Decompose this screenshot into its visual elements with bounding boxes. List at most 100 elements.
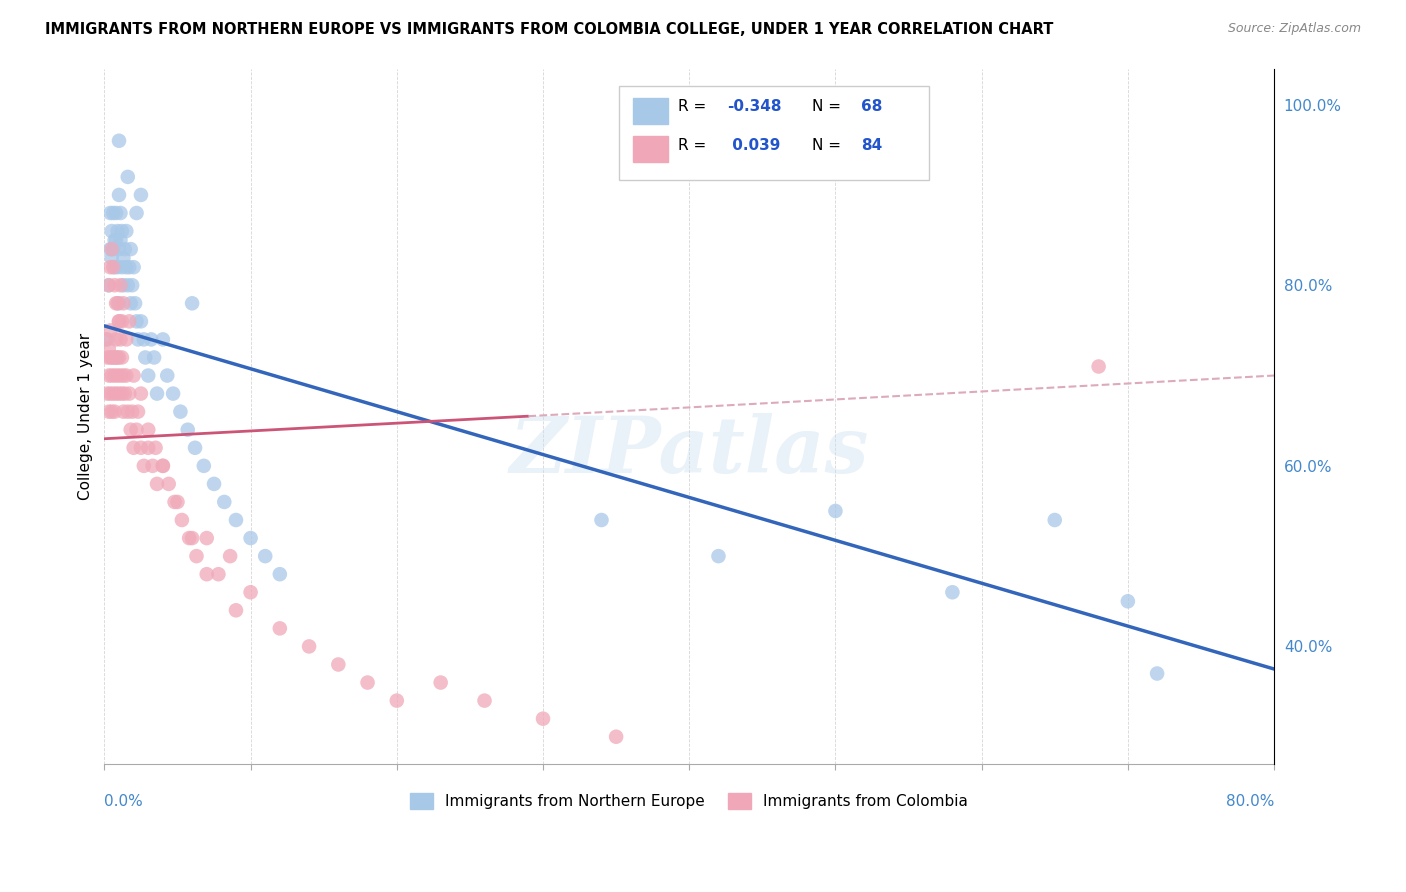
Point bbox=[152, 333, 174, 347]
Point bbox=[136, 423, 159, 437]
Point bbox=[112, 404, 135, 418]
Point bbox=[145, 441, 167, 455]
Point bbox=[104, 260, 127, 275]
Legend: Immigrants from Northern Europe, Immigrants from Colombia: Immigrants from Northern Europe, Immigra… bbox=[404, 787, 974, 815]
Point bbox=[110, 278, 132, 293]
Point bbox=[356, 675, 378, 690]
Text: N =: N = bbox=[813, 99, 846, 114]
Text: 80.0%: 80.0% bbox=[1226, 795, 1274, 809]
Point bbox=[98, 351, 121, 365]
Point bbox=[162, 386, 184, 401]
Text: 68: 68 bbox=[860, 99, 883, 114]
Point bbox=[97, 278, 120, 293]
Point bbox=[1116, 594, 1139, 608]
Point bbox=[269, 567, 291, 582]
Point bbox=[225, 513, 247, 527]
Text: ZIPatlas: ZIPatlas bbox=[509, 413, 869, 489]
Point bbox=[132, 333, 155, 347]
Point bbox=[107, 351, 129, 365]
Point bbox=[100, 251, 122, 265]
Point bbox=[114, 386, 136, 401]
Point bbox=[108, 296, 131, 310]
Point bbox=[100, 351, 122, 365]
Point bbox=[117, 278, 139, 293]
Point bbox=[96, 386, 118, 401]
Point bbox=[105, 296, 128, 310]
Point bbox=[107, 260, 129, 275]
Point bbox=[101, 260, 124, 275]
Point bbox=[97, 368, 120, 383]
Point bbox=[824, 504, 846, 518]
Point bbox=[111, 314, 134, 328]
Point bbox=[239, 585, 262, 599]
Point bbox=[122, 260, 145, 275]
Point bbox=[104, 404, 127, 418]
Point bbox=[156, 368, 179, 383]
Point bbox=[121, 278, 143, 293]
Point bbox=[115, 224, 138, 238]
Point bbox=[157, 476, 180, 491]
Point bbox=[121, 404, 143, 418]
Point bbox=[104, 233, 127, 247]
Point bbox=[181, 531, 204, 545]
Point bbox=[127, 333, 149, 347]
Point bbox=[98, 260, 121, 275]
Point bbox=[129, 188, 152, 202]
Point bbox=[115, 368, 138, 383]
Point bbox=[1043, 513, 1066, 527]
Point bbox=[146, 386, 169, 401]
Point bbox=[105, 333, 128, 347]
Text: N =: N = bbox=[813, 137, 846, 153]
Point bbox=[193, 458, 215, 473]
Point bbox=[94, 333, 117, 347]
Point bbox=[98, 386, 121, 401]
Point bbox=[101, 351, 124, 365]
Point bbox=[97, 278, 120, 293]
Point bbox=[132, 458, 155, 473]
Point bbox=[195, 567, 218, 582]
Point bbox=[97, 404, 120, 418]
Point bbox=[125, 314, 148, 328]
Point bbox=[124, 296, 146, 310]
Point bbox=[118, 386, 141, 401]
Point bbox=[134, 351, 156, 365]
Point bbox=[110, 333, 132, 347]
Point bbox=[136, 368, 159, 383]
Point bbox=[104, 351, 127, 365]
Point bbox=[169, 404, 191, 418]
Point bbox=[108, 134, 131, 148]
Point bbox=[152, 458, 174, 473]
Point bbox=[219, 549, 242, 563]
Point bbox=[177, 423, 200, 437]
Point bbox=[98, 242, 121, 256]
Point bbox=[97, 342, 120, 356]
Point bbox=[117, 169, 139, 184]
Point bbox=[120, 296, 142, 310]
Point bbox=[112, 251, 135, 265]
Point bbox=[141, 333, 163, 347]
Point bbox=[118, 260, 141, 275]
Point bbox=[1146, 666, 1168, 681]
Point bbox=[142, 458, 165, 473]
Point bbox=[107, 296, 129, 310]
Point bbox=[110, 206, 132, 220]
Point bbox=[108, 188, 131, 202]
Point bbox=[112, 296, 135, 310]
Point bbox=[105, 351, 128, 365]
Point bbox=[207, 567, 229, 582]
Point bbox=[108, 314, 131, 328]
Point bbox=[101, 386, 124, 401]
Point bbox=[111, 351, 134, 365]
Text: R =: R = bbox=[678, 99, 710, 114]
Text: IMMIGRANTS FROM NORTHERN EUROPE VS IMMIGRANTS FROM COLOMBIA COLLEGE, UNDER 1 YEA: IMMIGRANTS FROM NORTHERN EUROPE VS IMMIG… bbox=[45, 22, 1053, 37]
Point bbox=[429, 675, 451, 690]
Point bbox=[111, 260, 134, 275]
Point bbox=[115, 333, 138, 347]
Point bbox=[122, 368, 145, 383]
Point bbox=[110, 233, 132, 247]
Bar bbox=[633, 136, 668, 162]
Point bbox=[120, 242, 142, 256]
Y-axis label: College, Under 1 year: College, Under 1 year bbox=[79, 333, 93, 500]
Point bbox=[96, 333, 118, 347]
Point bbox=[328, 657, 350, 672]
